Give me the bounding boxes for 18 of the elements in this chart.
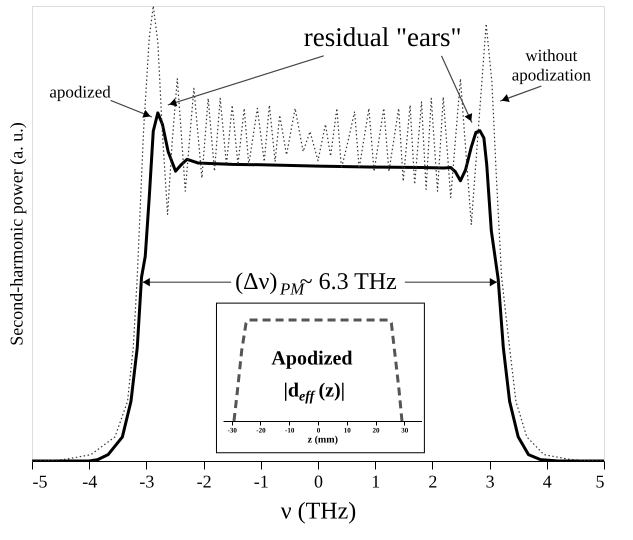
x-tick-label: 2	[428, 472, 438, 492]
x-tick-label: -3	[139, 472, 154, 492]
x-tick-label: 3	[486, 472, 495, 492]
annotation: without apodization	[512, 46, 592, 85]
x-tick-label: 1	[371, 472, 380, 492]
x-tick-label: -5	[32, 472, 48, 492]
x-axis-title: ν (THz)	[280, 498, 356, 524]
x-tick-label: -4	[82, 472, 98, 492]
x-tick-label: 0	[314, 472, 323, 492]
x-tick-label: -2	[196, 472, 212, 492]
x-tick-label: 5	[596, 472, 604, 492]
y-axis-title: Second-harmonic power (a. u.)	[6, 122, 26, 346]
annotation: apodized	[49, 82, 112, 102]
annotation: residual "ears"	[304, 22, 462, 52]
x-axis-title: z (mm)	[308, 434, 338, 446]
annotation: Apodized	[271, 347, 353, 370]
x-tick-label: -1	[254, 472, 269, 492]
x-tick-label: 4	[542, 472, 552, 492]
